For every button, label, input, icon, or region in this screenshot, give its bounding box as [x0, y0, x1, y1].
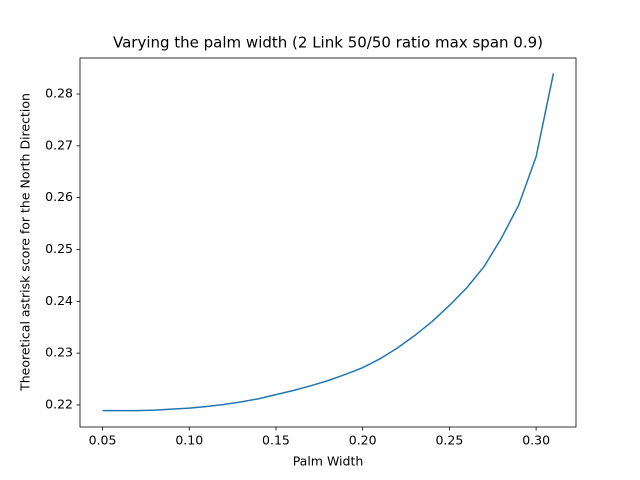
y-tick-label: 0.27	[45, 137, 73, 152]
y-tick-label: 0.22	[45, 396, 73, 411]
x-tick-label: 0.10	[175, 433, 203, 448]
x-tick-label: 0.25	[435, 433, 463, 448]
x-tick-label: 0.05	[89, 433, 117, 448]
x-tick-label: 0.20	[349, 433, 377, 448]
x-tick-label: 0.30	[522, 433, 550, 448]
data-line	[102, 73, 555, 412]
y-axis-label: Theoretical astrisk score for the North …	[18, 93, 33, 392]
y-tick-label: 0.28	[45, 86, 73, 101]
y-tick-label: 0.23	[45, 345, 73, 360]
y-tick-label: 0.26	[45, 189, 73, 204]
chart-title: Varying the palm width (2 Link 50/50 rat…	[113, 34, 543, 52]
y-tick-label: 0.24	[45, 293, 73, 308]
plot-frame	[79, 57, 577, 428]
y-tick-label: 0.25	[45, 241, 73, 256]
x-tick-label: 0.15	[262, 433, 290, 448]
x-axis-label: Palm Width	[293, 454, 364, 469]
